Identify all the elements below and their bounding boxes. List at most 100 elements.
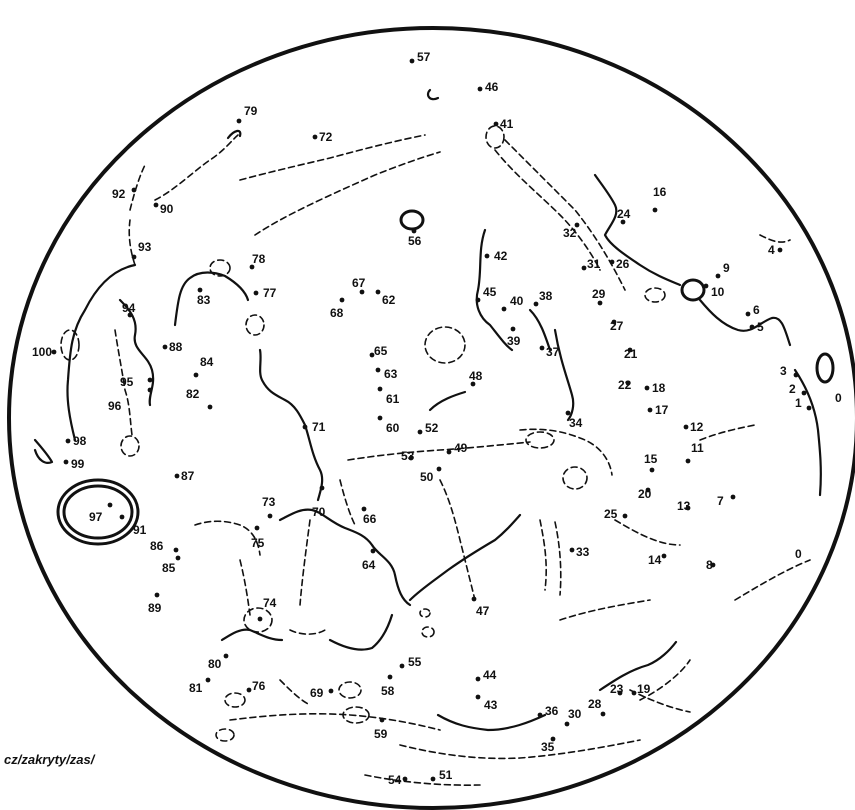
point-label: 52 — [425, 421, 439, 435]
point-dot — [131, 254, 137, 260]
point-label: 94 — [122, 301, 136, 315]
point-label: 30 — [568, 707, 582, 721]
map-point-9: 9 — [715, 261, 730, 279]
point-dot — [475, 297, 481, 303]
point-label: 75 — [251, 536, 265, 550]
point-label: 32 — [563, 226, 577, 240]
point-dot — [475, 676, 481, 682]
map-point-15: 15 — [644, 452, 658, 473]
point-dot — [131, 187, 137, 193]
map-point-39: 39 — [507, 326, 521, 348]
map-point-44: 44 — [475, 668, 497, 682]
map-point-56: 56 — [408, 228, 422, 248]
point-dot — [377, 386, 383, 392]
point-dot — [475, 694, 481, 700]
point-dot — [647, 407, 653, 413]
map-point-78: 78 — [249, 252, 266, 270]
map-point-68: 68 — [330, 297, 345, 320]
map-point-54: 54 — [388, 773, 408, 787]
point-label: 25 — [604, 507, 618, 521]
point-label: 44 — [483, 668, 497, 682]
point-label: 84 — [200, 355, 214, 369]
map-point-1: 1 — [795, 396, 812, 411]
map-point-41: 41 — [493, 117, 514, 131]
point-label: 35 — [541, 740, 555, 754]
map-point-20: 20 — [638, 487, 652, 501]
point-labels: 0123456789101112131415161718192021222324… — [32, 50, 812, 787]
point-dot — [253, 290, 259, 296]
point-label: 14 — [648, 553, 662, 567]
point-label: 97 — [89, 510, 103, 524]
point-dot — [207, 404, 213, 410]
point-dot — [257, 616, 263, 622]
point-dot — [154, 592, 160, 598]
point-label: 61 — [386, 392, 400, 406]
point-label: 55 — [408, 655, 422, 669]
map-point-5: 5 — [749, 320, 764, 334]
map-point-79: 79 — [236, 104, 258, 124]
map-point-74: 74 — [257, 596, 277, 622]
point-dot — [600, 711, 606, 717]
map-point-43: 43 — [475, 694, 498, 712]
point-dot — [147, 387, 153, 393]
point-dot — [359, 289, 365, 295]
point-dot — [65, 438, 71, 444]
point-label: 48 — [469, 369, 483, 383]
point-label: 29 — [592, 287, 606, 301]
point-dot — [205, 677, 211, 683]
point-label: 80 — [208, 657, 222, 671]
map-point-89: 89 — [148, 592, 162, 615]
point-label: 41 — [500, 117, 514, 131]
point-label: 8 — [706, 558, 713, 572]
craters — [56, 88, 835, 742]
map-point-3: 3 — [780, 364, 799, 378]
map-point-11: 11 — [685, 441, 704, 464]
map-point-84: 84 — [193, 355, 214, 378]
map-point-61: 61 — [377, 386, 400, 406]
map-point-57: 57 — [409, 50, 431, 64]
point-dot — [63, 459, 69, 465]
point-label: 28 — [588, 697, 602, 711]
map-point-50: 50 — [420, 466, 442, 484]
map-point-66: 66 — [361, 506, 377, 526]
point-dot — [806, 405, 812, 411]
point-label: 22 — [618, 378, 632, 392]
map-point-81: 81 — [189, 677, 211, 695]
point-dot — [745, 311, 751, 317]
point-dot — [236, 118, 242, 124]
point-label: 4 — [768, 243, 775, 257]
point-label: 71 — [312, 420, 326, 434]
map-point-6: 6 — [745, 303, 760, 317]
legend-text: cz/zakryty/zas/ — [4, 752, 95, 767]
point-dot — [193, 372, 199, 378]
point-dot — [565, 410, 571, 416]
point-label: 56 — [408, 234, 422, 248]
point-label: 21 — [624, 347, 638, 361]
map-point-100: 100 — [32, 345, 57, 359]
point-label: 92 — [112, 187, 126, 201]
point-label: 13 — [677, 499, 691, 513]
point-label: 68 — [330, 306, 344, 320]
point-label: 33 — [576, 545, 590, 559]
point-dot — [645, 487, 651, 493]
map-point-19: 19 — [631, 682, 651, 696]
map-point-87: 87 — [174, 469, 195, 483]
point-dot — [119, 514, 125, 520]
map-point-34: 34 — [565, 410, 583, 430]
point-label: 78 — [252, 252, 266, 266]
point-label: 16 — [653, 185, 667, 199]
point-label: 7 — [717, 494, 724, 508]
map-point-97: 97 — [89, 502, 113, 524]
point-label: 19 — [637, 682, 651, 696]
point-label: 70 — [312, 505, 326, 519]
point-dot — [470, 381, 476, 387]
map-point-63: 63 — [375, 367, 398, 381]
point-dot — [661, 553, 667, 559]
map-point-96: 96 — [108, 387, 153, 413]
point-dot — [375, 289, 381, 295]
point-dot — [477, 86, 483, 92]
point-label: 46 — [485, 80, 499, 94]
map-point-4: 4 — [768, 243, 783, 257]
map-point-98: 98 — [65, 434, 87, 448]
